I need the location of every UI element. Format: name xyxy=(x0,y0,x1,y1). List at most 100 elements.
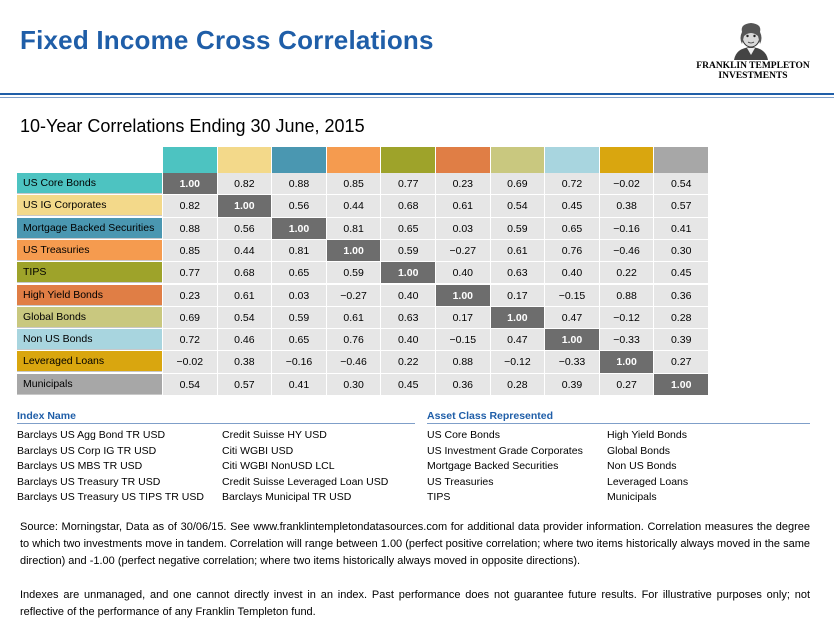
column-color-header xyxy=(163,147,217,173)
correlation-cell: 0.76 xyxy=(545,239,600,263)
correlation-cell: 0.59 xyxy=(272,306,327,330)
header-rule-thin xyxy=(0,97,834,98)
column-color-header xyxy=(381,147,435,173)
correlation-cell: 0.27 xyxy=(599,373,655,396)
column-color-header xyxy=(326,147,381,173)
correlation-cell: 1.00 xyxy=(654,373,709,396)
correlation-cell: 0.65 xyxy=(272,262,327,285)
asset-class-list-2: High Yield Bonds Global Bonds Non US Bonds… xyxy=(607,428,688,506)
logo-line-1: FRANKLIN TEMPLETON xyxy=(696,61,810,71)
column-color-header xyxy=(490,147,545,173)
correlation-cell: 0.22 xyxy=(381,351,436,374)
list-item: Barclays US Treasury US TIPS TR USD xyxy=(17,491,204,503)
correlation-cell: 0.30 xyxy=(654,239,709,263)
index-name-rule xyxy=(17,423,415,424)
correlation-cell: 0.76 xyxy=(326,329,382,352)
correlation-cell: 0.56 xyxy=(272,195,327,218)
correlation-cell: −0.15 xyxy=(436,329,491,352)
correlation-cell: 0.44 xyxy=(217,239,273,263)
list-item: Citi WGBI USD xyxy=(222,444,294,457)
correlation-cell: 0.65 xyxy=(381,217,436,240)
correlation-cell: −0.27 xyxy=(436,239,491,263)
correlation-cell: 0.82 xyxy=(163,195,218,218)
correlation-cell: 0.45 xyxy=(545,195,600,218)
list-item: Credit Suisse Leveraged Loan USD xyxy=(222,475,389,488)
correlation-cell: 0.56 xyxy=(217,217,273,240)
correlation-cell: 0.81 xyxy=(326,217,382,240)
correlation-cell: 1.00 xyxy=(217,195,273,218)
correlation-cell: 0.28 xyxy=(654,306,709,330)
index-list-1: Barclays US Agg Bond TR USD Barclays US C… xyxy=(17,428,204,506)
correlation-cell: 0.36 xyxy=(654,284,709,307)
correlation-cell: 0.68 xyxy=(381,195,436,218)
correlation-cell: 1.00 xyxy=(272,217,327,240)
row-label: Leveraged Loans xyxy=(17,351,162,373)
correlation-cell: 0.45 xyxy=(654,262,709,285)
correlation-cell: 1.00 xyxy=(545,329,600,352)
list-item: US Treasuries xyxy=(427,475,494,488)
correlation-cell: −0.46 xyxy=(599,239,655,263)
chart-subtitle: 10-Year Correlations Ending 30 June, 201… xyxy=(20,116,365,136)
row-label: Municipals xyxy=(17,373,162,395)
correlation-cell: 0.03 xyxy=(272,284,327,307)
correlation-cell: 0.59 xyxy=(381,239,436,263)
correlation-cell: 0.38 xyxy=(217,351,273,374)
correlation-cell: −0.16 xyxy=(599,217,655,240)
asset-class-rule xyxy=(427,423,810,424)
list-item: Barclays US Agg Bond TR USD xyxy=(17,429,166,441)
correlation-cell: 0.54 xyxy=(163,373,218,396)
correlation-cell: 1.00 xyxy=(381,262,436,285)
franklin-portrait-icon xyxy=(734,23,768,60)
row-label: Mortgage Backed Securities xyxy=(17,217,162,239)
header-rule xyxy=(0,93,834,95)
correlation-cell: 0.54 xyxy=(490,195,546,218)
correlation-cell: 0.45 xyxy=(381,373,436,396)
correlation-cell: 0.17 xyxy=(436,306,491,330)
correlation-cell: 0.88 xyxy=(436,351,491,374)
correlation-cell: −0.33 xyxy=(599,329,655,352)
correlation-cell: 0.30 xyxy=(326,373,382,396)
correlation-cell: 0.88 xyxy=(272,173,327,196)
correlation-cell: 0.46 xyxy=(217,329,273,352)
correlation-cell: 0.85 xyxy=(326,173,382,196)
correlation-cell: 0.69 xyxy=(490,173,546,196)
correlation-cell: 0.27 xyxy=(654,351,709,374)
correlation-cell: 0.61 xyxy=(490,239,546,263)
correlation-cell: 0.47 xyxy=(490,329,546,352)
correlation-cell: −0.27 xyxy=(326,284,382,307)
correlation-cell: 0.39 xyxy=(654,329,709,352)
asset-class-list-1: US Core Bonds US Investment Grade Corpora… xyxy=(427,428,583,506)
page-title: Fixed Income Cross Correlations xyxy=(20,25,434,55)
correlation-cell: 0.44 xyxy=(326,195,382,218)
correlation-cell: 1.00 xyxy=(326,239,382,263)
correlation-cell: 0.77 xyxy=(163,262,218,285)
logo-line-2: INVESTMENTS xyxy=(718,71,788,81)
list-item: TIPS xyxy=(427,491,451,503)
correlation-cell: −0.46 xyxy=(326,351,382,374)
correlation-cell: 1.00 xyxy=(163,173,218,196)
column-color-header xyxy=(599,147,654,173)
correlation-cell: 0.61 xyxy=(436,195,491,218)
column-color-header xyxy=(545,147,599,173)
correlation-cell: 0.82 xyxy=(217,173,273,196)
correlation-cell: 0.63 xyxy=(381,306,436,330)
correlation-cell: −0.12 xyxy=(599,306,655,330)
column-color-header xyxy=(654,147,708,173)
correlation-cell: 0.61 xyxy=(217,284,273,307)
correlation-cell: 1.00 xyxy=(599,351,655,374)
correlation-cell: 0.88 xyxy=(163,217,218,240)
correlation-cell: 0.77 xyxy=(381,173,436,196)
correlation-cell: 0.85 xyxy=(163,239,218,263)
correlation-cell: 0.47 xyxy=(545,306,600,330)
correlation-cell: −0.33 xyxy=(545,351,600,374)
column-color-header xyxy=(272,147,326,173)
correlation-cell: 0.39 xyxy=(545,373,600,396)
correlation-cell: 0.88 xyxy=(599,284,655,307)
correlation-cell: 0.41 xyxy=(272,373,327,396)
correlation-cell: 0.54 xyxy=(217,306,273,330)
correlation-cell: 1.00 xyxy=(490,306,546,330)
correlation-cell: 0.69 xyxy=(163,306,218,330)
source-note: Source: Morningstar, Data as of 30/06/15… xyxy=(20,521,810,567)
correlation-cell: −0.02 xyxy=(163,351,218,374)
correlation-cell: 0.63 xyxy=(490,262,546,285)
